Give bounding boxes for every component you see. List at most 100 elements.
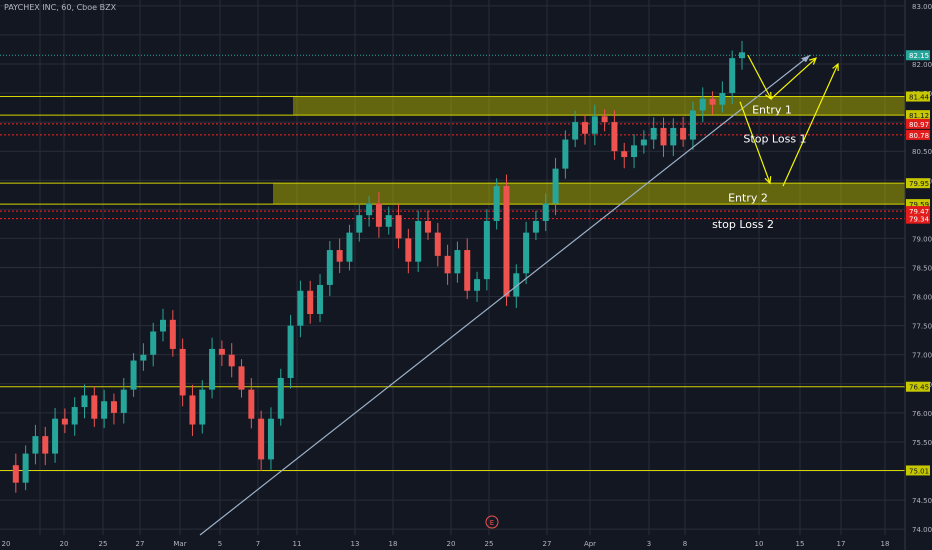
- candle-body: [267, 418, 274, 460]
- candle-body: [611, 122, 618, 152]
- candle-body: [670, 127, 677, 146]
- candle-body: [680, 127, 687, 140]
- grid: [0, 0, 905, 535]
- x-tick-label: 3: [647, 540, 651, 548]
- x-tick-label: 27: [136, 540, 145, 548]
- entry-zone: [293, 96, 905, 116]
- price-tag-label: 81.44: [909, 94, 930, 102]
- price-tag-level: [906, 381, 930, 392]
- chart-title: PAYCHEX INC, 60, Cboe BZX: [4, 3, 117, 12]
- candle-body: [248, 389, 255, 419]
- candle-body: [366, 203, 373, 216]
- level-lines: [0, 54, 905, 471]
- candle-body: [454, 250, 461, 274]
- candle-body: [650, 127, 657, 140]
- candle-body: [532, 220, 539, 233]
- candle-body: [160, 319, 167, 332]
- candle-body: [130, 360, 137, 390]
- projection-arrowhead: [832, 62, 839, 71]
- x-tick-label: 17: [837, 540, 846, 548]
- candle-body: [405, 238, 412, 262]
- candle-body: [503, 186, 510, 297]
- x-tick-label: Mar: [173, 540, 186, 548]
- candle-body: [581, 122, 588, 134]
- candle-body: [346, 232, 353, 262]
- candle-body: [552, 168, 559, 204]
- price-tag-label: 75.01: [909, 467, 929, 475]
- candle-body: [218, 348, 225, 355]
- candle-body: [385, 215, 392, 227]
- candle-body: [729, 58, 736, 94]
- price-tag-label: 82.15: [909, 52, 929, 60]
- candle-body: [258, 418, 265, 460]
- candle-body: [699, 98, 706, 111]
- projection-arrowhead: [764, 176, 772, 185]
- candle-body: [297, 290, 304, 326]
- price-tag-level: [906, 178, 930, 189]
- x-tick-label: 13: [351, 540, 360, 548]
- price-tag-level: [906, 199, 930, 210]
- candle-body: [307, 290, 314, 315]
- stop-loss-1-label: Stop Loss 1: [743, 132, 806, 145]
- candle-body: [719, 93, 726, 105]
- candle-body: [483, 220, 490, 280]
- trendline-arrowhead: [801, 55, 810, 63]
- candle-body: [375, 203, 382, 227]
- projection-arrow: [782, 63, 839, 187]
- x-tick-label: 27: [543, 540, 552, 548]
- candle-body: [287, 325, 294, 378]
- x-tick-label: 18: [389, 540, 398, 548]
- candle-body: [169, 319, 176, 349]
- price-tag-stop: [906, 213, 930, 224]
- x-tick-label: 7: [256, 540, 260, 548]
- trendline: [199, 54, 811, 536]
- price-tag-label: 79.59: [909, 201, 929, 209]
- price-axis: 83.0082.0081.5080.5080.0079.0078.5078.00…: [904, 0, 932, 550]
- candle-body: [434, 232, 441, 256]
- entry-2-label: Entry 2: [728, 192, 768, 205]
- candle-body: [209, 348, 216, 390]
- candle-body: [562, 139, 569, 169]
- price-tag-level: [906, 91, 930, 102]
- x-tick-label: 20: [447, 540, 456, 548]
- candle-body: [81, 395, 88, 408]
- candle-body: [474, 279, 481, 291]
- candle-body: [12, 465, 19, 483]
- price-tag-last: [906, 50, 930, 61]
- event-marker-label: E: [490, 519, 494, 527]
- candle-body: [415, 220, 422, 262]
- x-tick-label: 20: [60, 540, 69, 548]
- candle-body: [277, 377, 284, 419]
- candle-body: [424, 220, 431, 233]
- price-tag-level: [906, 110, 930, 121]
- candle-body: [572, 122, 579, 140]
- candle-body: [150, 331, 157, 355]
- price-tag-label: 79.95: [909, 180, 929, 188]
- candle-body: [660, 127, 667, 146]
- y-tick-label: 80.50: [912, 148, 932, 156]
- entry-zone: [273, 183, 905, 205]
- candle-body: [42, 436, 49, 454]
- candle-body: [640, 139, 647, 146]
- price-tag-label: 80.97: [909, 121, 929, 129]
- candle-body: [189, 395, 196, 425]
- x-tick-label: 10: [755, 540, 764, 548]
- y-tick-label: 75.50: [912, 439, 932, 447]
- x-tick-label: Apr: [584, 540, 596, 548]
- earnings-event-icon[interactable]: [485, 515, 499, 529]
- candle-body: [52, 418, 59, 454]
- candle-body: [689, 110, 696, 140]
- candle-body: [101, 401, 108, 419]
- price-tag-label: 79.47: [909, 208, 929, 216]
- stop-loss-2-label: stop Loss 2: [712, 218, 774, 231]
- y-tick-label: 79.00: [912, 235, 932, 243]
- candle-body: [591, 116, 598, 134]
- candle-body: [444, 255, 451, 274]
- y-tick-label: 78.00: [912, 294, 932, 302]
- price-tag-stop: [906, 206, 930, 217]
- candle-body: [22, 453, 29, 483]
- price-tag-stop: [906, 118, 930, 129]
- candle-body: [228, 354, 235, 367]
